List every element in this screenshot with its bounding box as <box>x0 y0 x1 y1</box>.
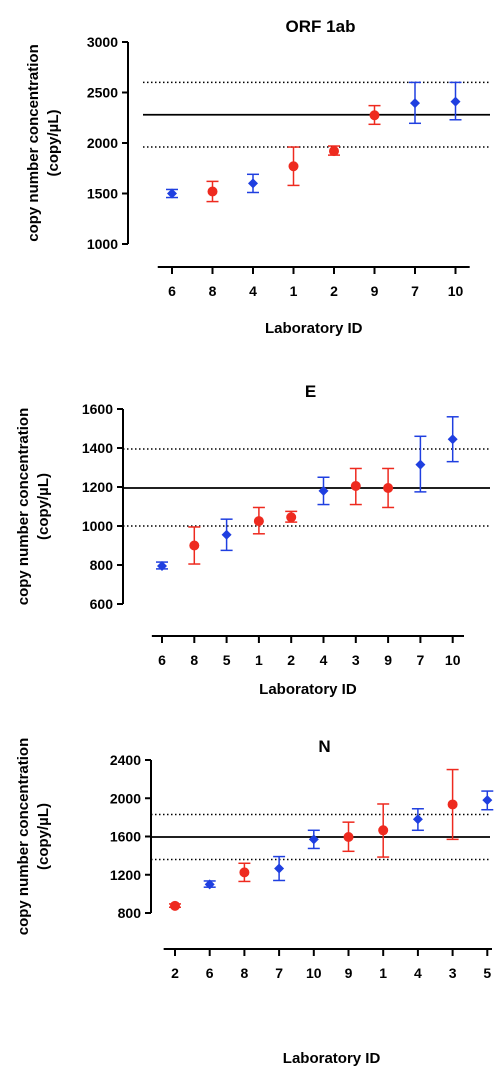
data-point-diamond <box>482 795 493 806</box>
x-tick-label: 9 <box>384 652 392 668</box>
x-tick-label: 7 <box>411 283 419 299</box>
x-tick-label: 4 <box>249 283 257 299</box>
data-point-diamond <box>204 879 215 890</box>
data-point-diamond <box>410 98 420 109</box>
data-point-circle <box>288 161 299 172</box>
data-point-diamond <box>412 814 423 825</box>
y-tick-label: 1200 <box>110 867 141 883</box>
y-tick-label: 1200 <box>82 479 113 495</box>
data-point-circle <box>329 146 339 157</box>
x-tick-label: 4 <box>414 965 422 981</box>
data-point-diamond <box>318 485 329 496</box>
x-tick-label: 9 <box>345 965 353 981</box>
x-tick-label: 3 <box>352 652 360 668</box>
y-tick-label: 1400 <box>82 440 113 456</box>
data-point-circle <box>369 110 380 121</box>
data-point-circle <box>239 867 250 878</box>
x-axis-label: Laboratory ID <box>259 681 357 698</box>
data-point-circle <box>350 481 361 492</box>
data-point-diamond <box>450 96 461 107</box>
y-axis-label: copy number concentration <box>25 44 42 242</box>
data-point-circle <box>253 516 264 527</box>
y-tick-label: 1500 <box>87 186 118 202</box>
chart-title: ORF 1ab <box>286 17 356 36</box>
chart-title: N <box>318 737 330 756</box>
x-tick-label: 1 <box>255 652 263 668</box>
data-point-circle <box>378 825 389 836</box>
x-tick-label: 6 <box>206 965 214 981</box>
data-point-diamond <box>221 529 232 540</box>
x-tick-label: 7 <box>275 965 283 981</box>
data-point-circle <box>170 900 180 911</box>
y-tick-label: 1000 <box>87 236 118 252</box>
x-tick-label: 6 <box>168 283 176 299</box>
x-tick-label: 4 <box>320 652 328 668</box>
y-axis-label: copy number concentration <box>15 408 32 606</box>
data-point-circle <box>343 831 354 842</box>
data-point-circle <box>286 512 297 523</box>
x-tick-label: 6 <box>158 652 166 668</box>
y-axis-label-unit: (copy/µL) <box>45 110 62 177</box>
y-tick-label: 800 <box>118 905 142 921</box>
x-tick-label: 9 <box>371 283 379 299</box>
x-tick-label: 10 <box>445 652 461 668</box>
y-tick-label: 1000 <box>82 518 113 534</box>
y-tick-label: 1600 <box>110 829 141 845</box>
data-point-circle <box>383 482 394 493</box>
x-tick-label: 3 <box>449 965 457 981</box>
data-point-diamond <box>415 459 426 470</box>
x-tick-label: 8 <box>241 965 249 981</box>
data-point-circle <box>207 186 218 197</box>
y-tick-label: 2400 <box>110 752 141 768</box>
x-axis-label: Laboratory ID <box>283 1050 381 1067</box>
x-tick-label: 10 <box>306 965 322 981</box>
data-point-diamond <box>167 188 177 199</box>
y-tick-label: 3000 <box>87 34 118 50</box>
y-tick-label: 2000 <box>110 790 141 806</box>
data-point-diamond <box>308 834 319 845</box>
data-point-circle <box>189 540 200 551</box>
data-point-diamond <box>447 434 458 445</box>
x-tick-label: 2 <box>287 652 295 668</box>
data-point-diamond <box>248 178 258 189</box>
y-tick-label: 600 <box>90 596 114 612</box>
x-axis-label: Laboratory ID <box>265 320 363 337</box>
data-point-diamond <box>274 863 285 874</box>
y-tick-label: 2000 <box>87 135 118 151</box>
y-tick-label: 800 <box>90 557 114 573</box>
y-axis-label-unit: (copy/µL) <box>35 803 52 870</box>
x-tick-label: 7 <box>417 652 425 668</box>
x-tick-label: 5 <box>223 652 231 668</box>
y-axis-label-unit: (copy/µL) <box>35 473 52 540</box>
y-tick-label: 1600 <box>82 401 113 417</box>
x-tick-label: 2 <box>330 283 338 299</box>
x-tick-label: 5 <box>483 965 491 981</box>
x-tick-label: 1 <box>290 283 298 299</box>
data-point-circle <box>447 799 458 810</box>
y-tick-label: 2500 <box>87 85 118 101</box>
chart-title: E <box>305 382 316 401</box>
y-axis-label: copy number concentration <box>15 738 32 936</box>
chart-panel: ORF 1ab copy number concentration (copy/µL… <box>25 17 490 337</box>
x-tick-label: 10 <box>448 283 464 299</box>
data-point-diamond <box>157 560 167 571</box>
x-tick-label: 8 <box>209 283 217 299</box>
x-tick-label: 2 <box>171 965 179 981</box>
x-tick-label: 8 <box>190 652 198 668</box>
x-tick-label: 1 <box>379 965 387 981</box>
